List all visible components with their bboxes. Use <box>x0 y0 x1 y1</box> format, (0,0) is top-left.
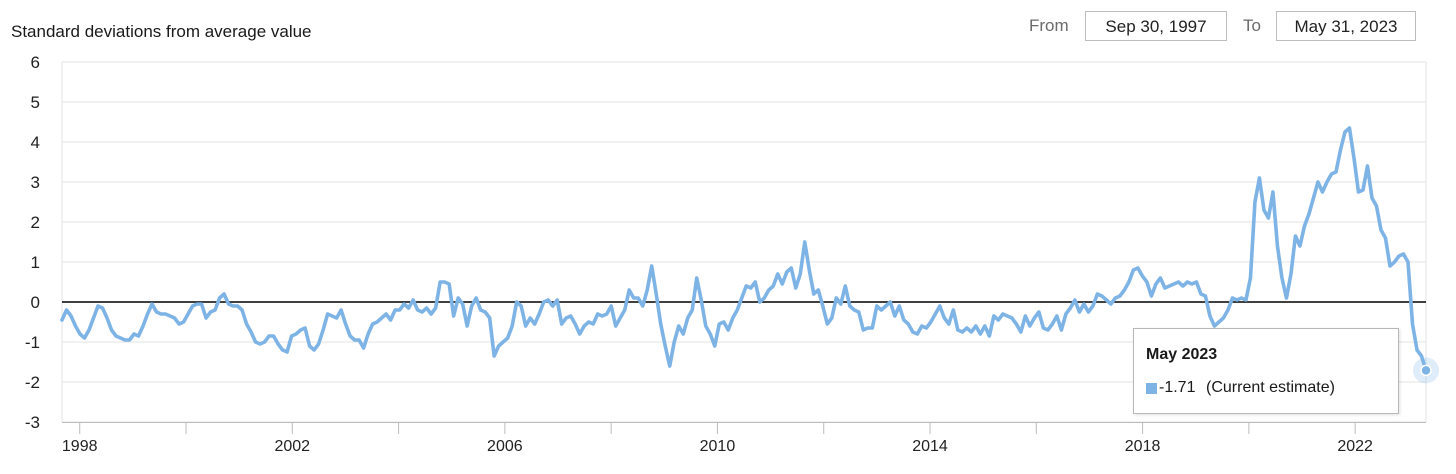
y-tick-label: 3 <box>31 173 40 192</box>
from-label: From <box>1029 16 1069 35</box>
tooltip-value: -1.71 <box>1159 379 1196 396</box>
series-line-current-estimate[interactable] <box>60 126 1428 373</box>
to-label: To <box>1243 16 1261 35</box>
y-tick-label: -2 <box>25 373 40 392</box>
hover-point[interactable] <box>1420 364 1432 377</box>
y-tick-label: 2 <box>31 213 40 232</box>
y-tick-label: 4 <box>31 133 40 152</box>
y-axis: -3 -2 -1 0 1 2 3 4 5 6 <box>25 53 40 432</box>
to-date-input[interactable]: May 31, 2023 <box>1276 11 1416 41</box>
x-tick-label: 2006 <box>487 438 523 455</box>
x-tick-label: 2010 <box>700 438 736 455</box>
y-tick-label: 6 <box>31 53 40 72</box>
tooltip: May 2023 -1.71 (Current estimate) <box>1133 328 1399 414</box>
y-tick-label: 5 <box>31 93 40 112</box>
y-tick-label: -3 <box>25 413 40 432</box>
y-tick-label: -1 <box>25 333 40 352</box>
date-range-selector: From Sep 30, 1997 To May 31, 2023 <box>1026 10 1456 44</box>
y-axis-title: Standard deviations from average value <box>11 22 312 41</box>
x-axis: 1998 2002 2006 2010 2014 2018 2022 <box>62 422 1426 455</box>
tooltip-title: May 2023 <box>1146 346 1218 363</box>
y-tick-label: 0 <box>31 293 40 312</box>
x-tick-label: 2018 <box>1125 438 1161 455</box>
x-tick-label: 2014 <box>912 438 948 455</box>
x-tick-label: 1998 <box>62 438 98 455</box>
x-tick-label: 2022 <box>1337 438 1373 455</box>
x-tick-label: 2002 <box>274 438 310 455</box>
y-tick-label: 1 <box>31 253 40 272</box>
tooltip-series-name: (Current estimate) <box>1206 379 1335 396</box>
from-date-input[interactable]: Sep 30, 1997 <box>1085 11 1227 41</box>
tooltip-series-swatch <box>1146 383 1157 394</box>
